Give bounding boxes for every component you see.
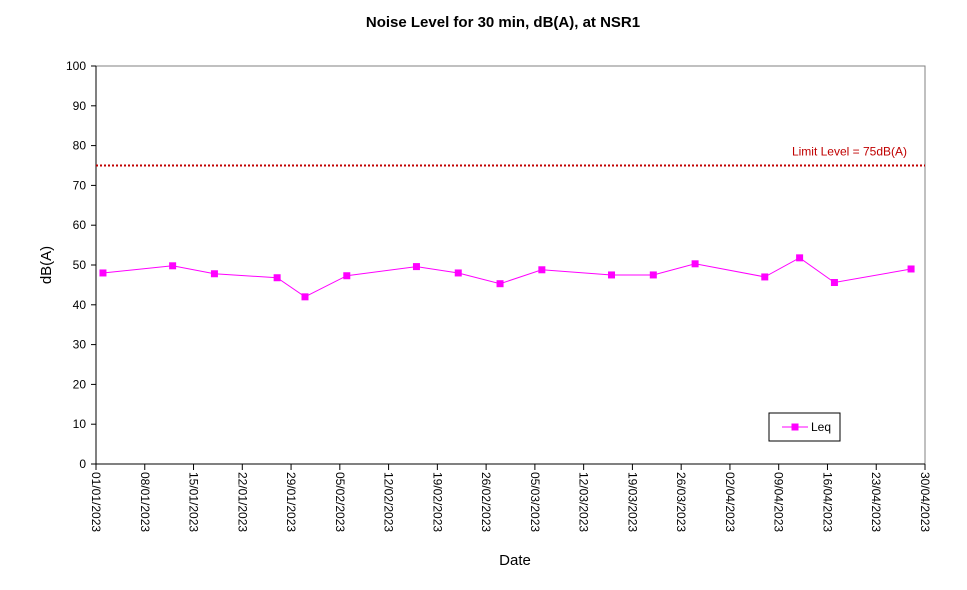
y-tick-label: 80	[73, 139, 87, 153]
data-point	[538, 266, 546, 274]
x-tick-label: 23/04/2023	[869, 472, 883, 532]
data-point	[169, 262, 177, 270]
chart-title: Noise Level for 30 min, dB(A), at NSR1	[366, 14, 640, 31]
limit-line-group: Limit Level = 75dB(A)	[96, 145, 925, 167]
x-tick-label: 05/03/2023	[528, 472, 542, 532]
x-tick-label: 30/04/2023	[918, 472, 932, 532]
data-point	[761, 273, 769, 281]
x-axis-title: Date	[499, 552, 531, 569]
data-point	[273, 274, 281, 282]
y-tick-label: 0	[79, 457, 86, 471]
data-point	[343, 272, 351, 280]
series-line-leq	[102, 257, 912, 298]
legend-marker	[791, 423, 799, 431]
y-tick-label: 70	[73, 178, 87, 192]
y-tick-label: 40	[73, 298, 87, 312]
data-point	[649, 271, 657, 279]
y-tick-label: 10	[73, 417, 87, 431]
x-tick-label: 29/01/2023	[284, 472, 298, 532]
series-group	[99, 254, 915, 301]
y-tick-label: 20	[73, 377, 87, 391]
x-tick-label: 19/02/2023	[430, 472, 444, 532]
y-axis: 0 10 20 30 40 50 60 70 80 90 100	[66, 59, 97, 471]
data-point	[412, 263, 420, 271]
x-tick-label: 15/01/2023	[187, 472, 201, 532]
y-tick-label: 30	[73, 338, 87, 352]
x-tick-label: 12/03/2023	[577, 472, 591, 532]
data-point	[796, 254, 804, 262]
data-point	[454, 269, 462, 277]
limit-line-label: Limit Level = 75dB(A)	[792, 145, 907, 159]
data-point	[496, 280, 504, 288]
data-point	[830, 279, 838, 287]
data-point	[301, 293, 309, 301]
data-point	[691, 260, 699, 268]
y-tick-label: 50	[73, 258, 87, 272]
x-tick-label: 08/01/2023	[138, 472, 152, 532]
legend: Leq	[768, 412, 841, 442]
x-tick-label: 09/04/2023	[772, 472, 786, 532]
y-tick-label: 100	[66, 59, 86, 73]
x-tick-label: 22/01/2023	[235, 472, 249, 532]
x-tick-label: 02/04/2023	[723, 472, 737, 532]
data-point	[210, 270, 218, 278]
data-point	[608, 271, 616, 279]
plot-area-frame	[95, 65, 926, 465]
legend-label-leq: Leq	[811, 420, 831, 434]
x-axis: 01/01/2023 08/01/2023 15/01/2023 22/01/2023…	[89, 463, 932, 532]
x-tick-label: 16/04/2023	[820, 472, 834, 532]
data-point	[907, 265, 915, 273]
y-tick-label: 60	[73, 218, 87, 232]
x-tick-label: 01/01/2023	[89, 472, 103, 532]
x-tick-label: 05/02/2023	[333, 472, 347, 532]
x-tick-label: 26/03/2023	[674, 472, 688, 532]
x-tick-label: 12/02/2023	[382, 472, 396, 532]
x-tick-label: 26/02/2023	[479, 472, 493, 532]
y-tick-label: 90	[73, 99, 87, 113]
data-point	[99, 269, 107, 277]
x-tick-label: 19/03/2023	[625, 472, 639, 532]
y-axis-title: dB(A)	[38, 246, 55, 284]
